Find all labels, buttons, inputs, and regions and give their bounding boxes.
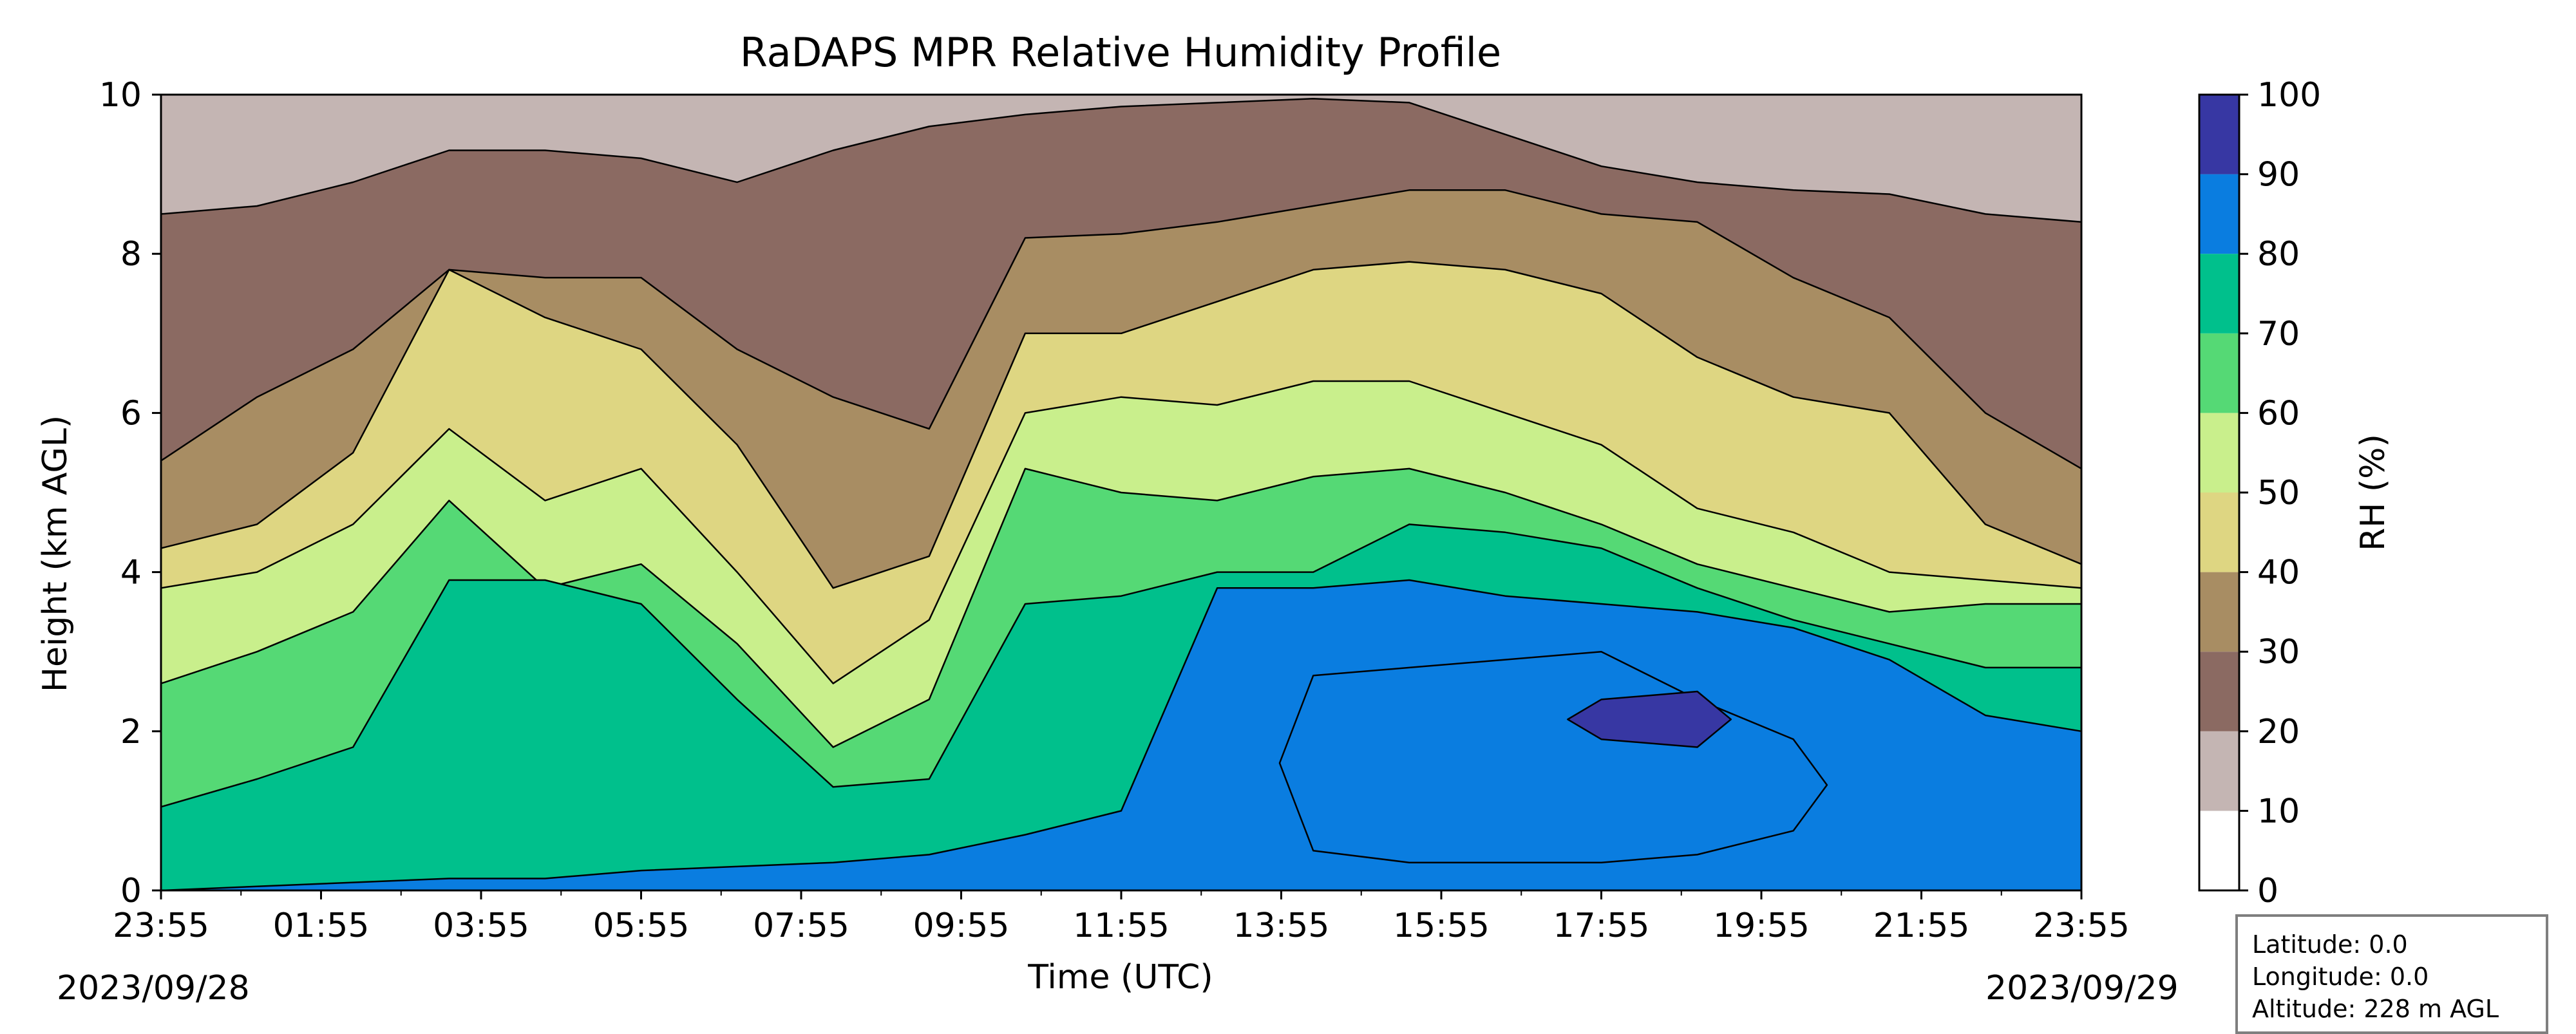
colorbar-tick-label: 80 bbox=[2257, 235, 2300, 274]
x-tick-label: 13:55 bbox=[1233, 907, 1330, 945]
y-tick-label: 6 bbox=[120, 394, 142, 433]
colorbar-swatch bbox=[2199, 572, 2239, 652]
y-tick-label: 0 bbox=[120, 872, 142, 910]
x-tick-label: 23:55 bbox=[113, 907, 209, 945]
colorbar-swatch bbox=[2199, 413, 2239, 493]
colorbar-swatch bbox=[2199, 95, 2239, 174]
colorbar-tick-label: 10 bbox=[2257, 792, 2300, 831]
colorbar-tick-label: 50 bbox=[2257, 474, 2300, 512]
contour-plot-area bbox=[160, 95, 2083, 892]
x-tick-label: 17:55 bbox=[1553, 907, 1650, 945]
x-tick-label: 07:55 bbox=[753, 907, 849, 945]
colorbar-tick-label: 30 bbox=[2257, 633, 2300, 672]
chart-title: RaDAPS MPR Relative Humidity Profile bbox=[740, 29, 1501, 76]
x-tick-label: 19:55 bbox=[1713, 907, 1810, 945]
x-axis-label: Time (UTC) bbox=[1027, 958, 1213, 997]
longitude-text: Longitude: 0.0 bbox=[2252, 963, 2429, 991]
plot-axes: 0 2 4 6 8 10 23:55 01:55 03:55 05:55 07:55 09:55 11:… bbox=[99, 76, 2130, 945]
x-tick-label: 21:55 bbox=[1873, 907, 1970, 945]
colorbar-swatch bbox=[2199, 811, 2239, 890]
y-tick-label: 2 bbox=[120, 713, 142, 751]
x-tick-label: 15:55 bbox=[1393, 907, 1490, 945]
colorbar-tick-label: 100 bbox=[2257, 76, 2321, 115]
rh-region-above-90-0 bbox=[1567, 690, 1732, 748]
x-tick-label: 23:55 bbox=[2033, 907, 2130, 945]
y-tick-label: 8 bbox=[120, 235, 142, 274]
x-tick-label: 03:55 bbox=[433, 907, 529, 945]
station-info-box: Latitude: 0.0 Longitude: 0.0 Altitude: 2… bbox=[2235, 914, 2548, 1034]
colorbar-swatch bbox=[2199, 731, 2239, 811]
y-tick-label: 10 bbox=[99, 76, 142, 115]
x-tick-label: 11:55 bbox=[1073, 907, 1170, 945]
x-tick-label: 05:55 bbox=[593, 907, 690, 945]
x-tick-label: 09:55 bbox=[913, 907, 1010, 945]
colorbar: 0 10 20 30 40 50 60 70 80 90 100 bbox=[2198, 76, 2321, 910]
colorbar-tick-label: 0 bbox=[2257, 872, 2278, 910]
altitude-text: Altitude: 228 m AGL bbox=[2252, 995, 2499, 1023]
y-tick-label: 4 bbox=[120, 554, 142, 592]
latitude-text: Latitude: 0.0 bbox=[2252, 930, 2408, 959]
colorbar-swatch bbox=[2199, 333, 2239, 413]
colorbar-swatch bbox=[2199, 174, 2239, 254]
colorbar-swatch bbox=[2199, 493, 2239, 572]
colorbar-tick-label: 40 bbox=[2257, 554, 2300, 592]
start-date-label: 2023/09/28 bbox=[57, 969, 250, 1008]
colorbar-tick-label: 90 bbox=[2257, 156, 2300, 194]
colorbar-swatch bbox=[2199, 254, 2239, 334]
colorbar-swatch bbox=[2199, 652, 2239, 731]
end-date-label: 2023/09/29 bbox=[1985, 969, 2179, 1008]
colorbar-tick-label: 70 bbox=[2257, 315, 2300, 353]
y-axis-label: Height (km AGL) bbox=[36, 415, 75, 692]
colorbar-tick-label: 60 bbox=[2257, 394, 2300, 433]
colorbar-tick-label: 20 bbox=[2257, 713, 2300, 751]
colorbar-label: RH (%) bbox=[2354, 434, 2392, 551]
x-tick-label: 01:55 bbox=[273, 907, 370, 945]
